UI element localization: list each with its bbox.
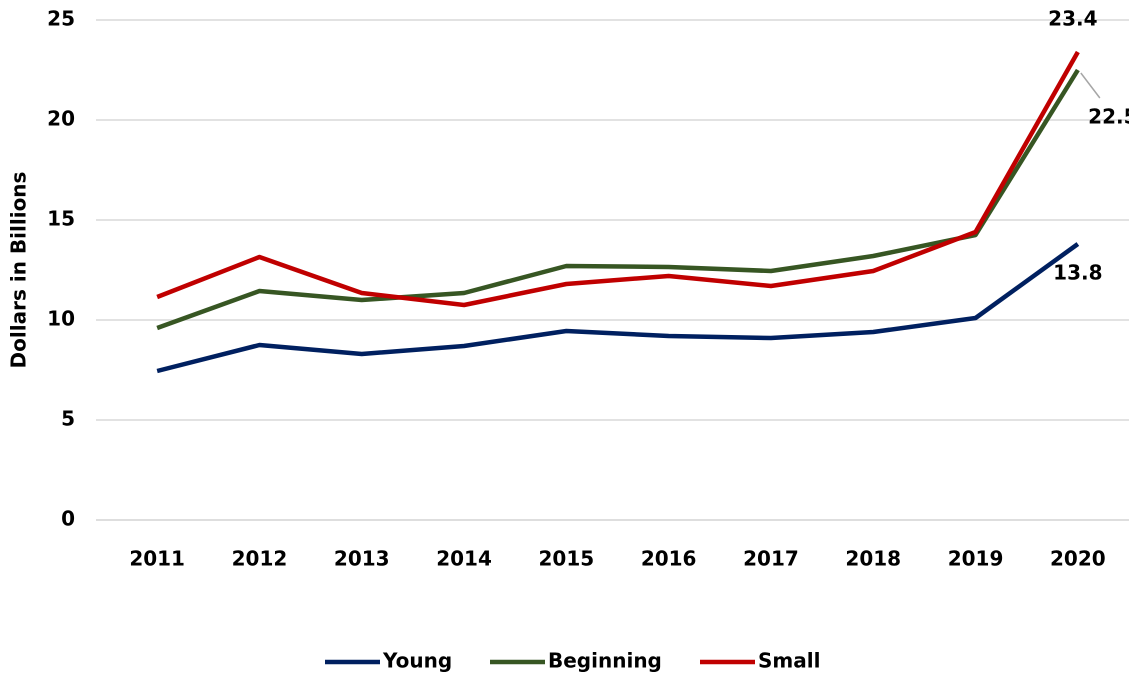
leader-line — [1080, 72, 1101, 99]
data-label: 13.8 — [1053, 261, 1102, 285]
legend-label: Small — [758, 649, 820, 673]
x-tick-label: 2012 — [232, 547, 288, 571]
x-tick-label: 2013 — [334, 547, 390, 571]
y-tick-label: 5 — [61, 407, 75, 431]
x-tick-label: 2015 — [539, 547, 595, 571]
x-tick-label: 2016 — [641, 547, 697, 571]
x-tick-label: 2017 — [743, 547, 799, 571]
x-tick-label: 2011 — [129, 547, 185, 571]
y-tick-label: 15 — [47, 207, 75, 231]
y-axis-title: Dollars in Billions — [7, 172, 31, 369]
y-tick-label: 25 — [47, 7, 75, 31]
series-line — [156, 68, 1080, 331]
data-label: 23.4 — [1048, 7, 1097, 31]
legend-label: Young — [382, 649, 452, 673]
data-label: 22.5 — [1088, 105, 1129, 129]
legend-label: Beginning — [548, 649, 662, 673]
x-tick-label: 2014 — [436, 547, 492, 571]
x-tick-label: 2018 — [845, 547, 901, 571]
y-tick-label: 20 — [47, 107, 75, 131]
series-line — [156, 242, 1080, 374]
x-tick-label: 2020 — [1050, 547, 1106, 571]
y-tick-label: 0 — [61, 507, 75, 531]
series-line — [156, 50, 1080, 308]
x-tick-label: 2019 — [948, 547, 1004, 571]
y-tick-label: 10 — [47, 307, 75, 331]
